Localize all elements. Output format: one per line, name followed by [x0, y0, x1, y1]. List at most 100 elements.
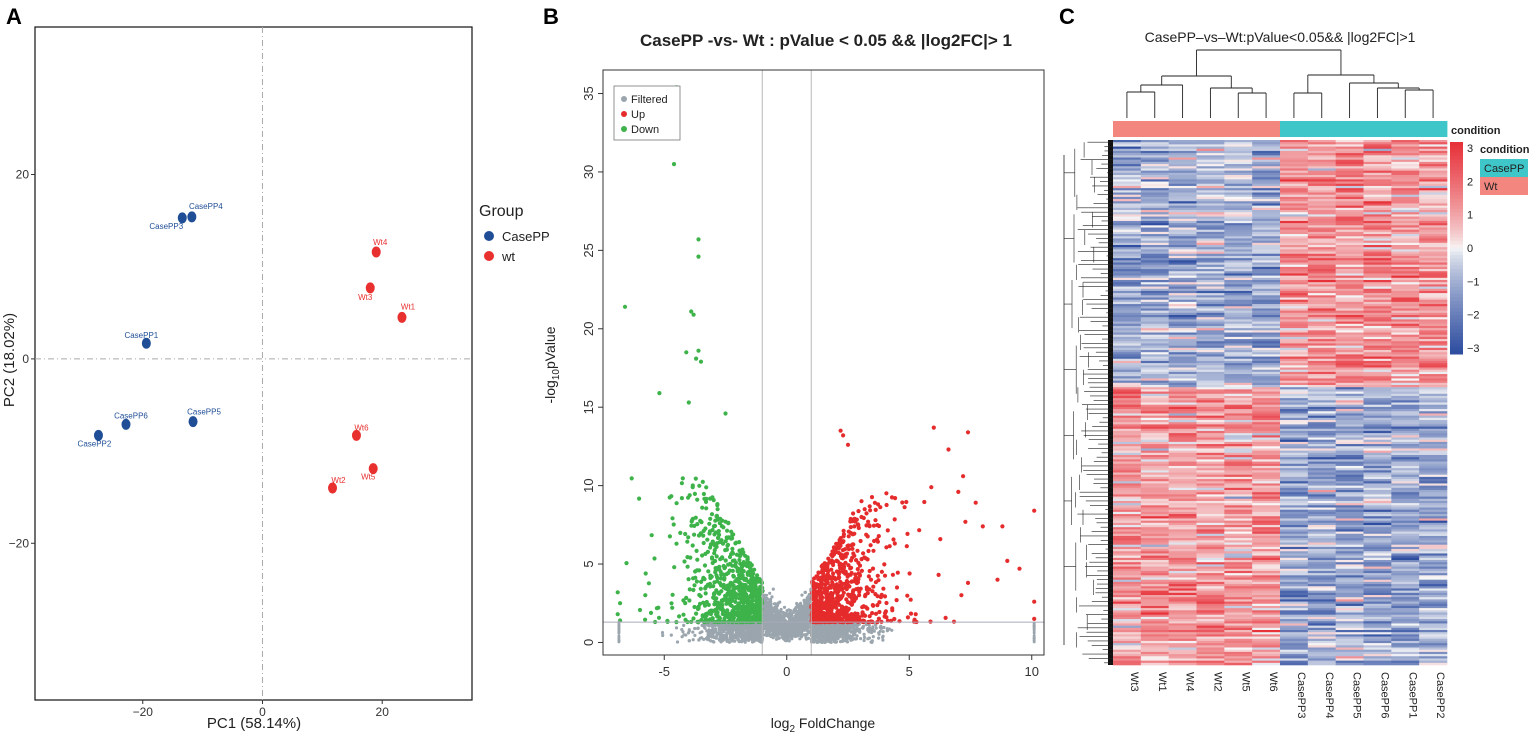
volcano-point — [712, 630, 716, 634]
heatmap-cell — [1363, 203, 1392, 206]
heatmap-cell — [1363, 212, 1392, 215]
legend-down-marker — [621, 126, 627, 132]
heatmap-cell — [1113, 231, 1142, 235]
pca-plot-frame — [34, 26, 473, 701]
heatmap-cell — [1224, 150, 1253, 154]
pca-legend-casepp-marker — [484, 231, 494, 241]
volcano-point — [846, 534, 851, 539]
heatmap-cell — [1307, 201, 1336, 204]
heatmap-cell — [1196, 168, 1225, 171]
volcano-point — [825, 635, 829, 639]
heatmap-cell — [1363, 231, 1392, 235]
volcano-point — [743, 624, 747, 628]
volcano-point — [726, 631, 730, 635]
heatmap-cell — [1196, 216, 1225, 220]
heatmap-cell — [1224, 216, 1253, 220]
volcano-point — [875, 573, 880, 578]
heatmap-cell — [1140, 185, 1169, 189]
volcano-point — [852, 553, 857, 558]
volcano-point — [884, 502, 889, 508]
volcano-point — [759, 597, 764, 603]
volcano-point — [698, 631, 702, 635]
volcano-point — [841, 633, 845, 638]
volcano-legend: Filtered Up Down — [613, 85, 681, 141]
volcano-point — [848, 525, 853, 530]
pca-point-casepp5 — [188, 416, 198, 428]
heatmap-cell — [1280, 210, 1309, 213]
heatmap-cell — [1419, 190, 1448, 193]
heatmap-cell — [1140, 168, 1169, 171]
heatmap-cell — [1168, 177, 1197, 180]
heatmap-cell — [1335, 142, 1364, 145]
heatmap-cell — [1168, 153, 1197, 156]
volcano-point — [713, 558, 718, 564]
heatmap-cell — [1224, 170, 1253, 174]
volcano-point — [922, 499, 927, 505]
heatmap-cell — [1168, 223, 1197, 226]
heatmap-cell — [1196, 227, 1225, 230]
heatmap-cell — [1252, 170, 1281, 174]
heatmap-cell — [1168, 229, 1197, 233]
volcano-point — [728, 602, 733, 607]
heatmap-cell — [1252, 146, 1281, 150]
volcano-point — [700, 636, 704, 640]
volcano-point — [828, 608, 833, 613]
volcano-point — [832, 634, 836, 638]
volcano-point — [693, 626, 697, 631]
volcano-point — [838, 611, 843, 616]
volcano-point — [828, 585, 834, 590]
volcano-point — [882, 614, 887, 619]
heatmap-cell — [1168, 201, 1197, 204]
heatmap-cell — [1113, 223, 1142, 226]
heatmap-cell — [1419, 220, 1448, 224]
heatmap-cell — [1335, 203, 1364, 206]
heatmap-cell — [1113, 192, 1142, 195]
volcano-y-tick-label: 5 — [581, 560, 596, 567]
annotation-cell-wt — [1113, 121, 1142, 137]
heatmap-cell — [1307, 161, 1336, 165]
condition-annotation-bar — [1113, 121, 1448, 137]
heatmap-cell — [1140, 229, 1169, 233]
heatmap-cell — [1224, 140, 1253, 143]
annotation-cell-casepp — [1280, 121, 1309, 137]
volcano-point — [717, 591, 722, 596]
heatmap-cell — [1113, 157, 1142, 160]
heatmap-cell — [1224, 218, 1253, 222]
volcano-point — [848, 634, 852, 638]
volcano-point — [691, 587, 696, 593]
annotation-cell-casepp — [1391, 121, 1420, 137]
heatmap-cell — [1335, 201, 1364, 204]
volcano-point — [869, 640, 873, 644]
pca-y-tick-label: −20 — [9, 536, 30, 550]
heatmap-cell — [1140, 205, 1169, 209]
heatmap-cell — [1113, 155, 1142, 158]
pca-point-label: CasePP1 — [124, 331, 158, 340]
volcano-point — [768, 591, 772, 595]
heatmap-cell — [1168, 150, 1197, 154]
volcano-point — [685, 564, 690, 569]
heatmap-cell — [1391, 203, 1420, 206]
heatmap-cell — [1280, 203, 1309, 206]
volcano-point — [721, 525, 726, 530]
heatmap-cell — [1335, 157, 1364, 160]
volcano-point — [855, 548, 860, 553]
heatmap-cell — [1307, 170, 1336, 174]
volcano-point — [831, 571, 836, 576]
heatmap-cell — [1363, 218, 1392, 222]
heatmap-cell — [1391, 142, 1420, 145]
heatmap-cell — [1113, 185, 1142, 189]
volcano-point — [769, 624, 774, 628]
volcano-point — [855, 625, 859, 629]
volcano-point — [867, 630, 871, 634]
volcano-point — [872, 538, 877, 544]
heatmap-cell — [1168, 183, 1197, 187]
volcano-point — [863, 605, 869, 610]
volcano-point — [692, 583, 697, 588]
volcano-point — [693, 476, 698, 481]
volcano-point — [700, 553, 705, 558]
volcano-point — [689, 518, 695, 523]
volcano-point — [801, 616, 805, 620]
heatmap-cell — [1335, 207, 1364, 211]
heatmap-cell — [1196, 190, 1225, 193]
volcano-point — [701, 491, 707, 497]
